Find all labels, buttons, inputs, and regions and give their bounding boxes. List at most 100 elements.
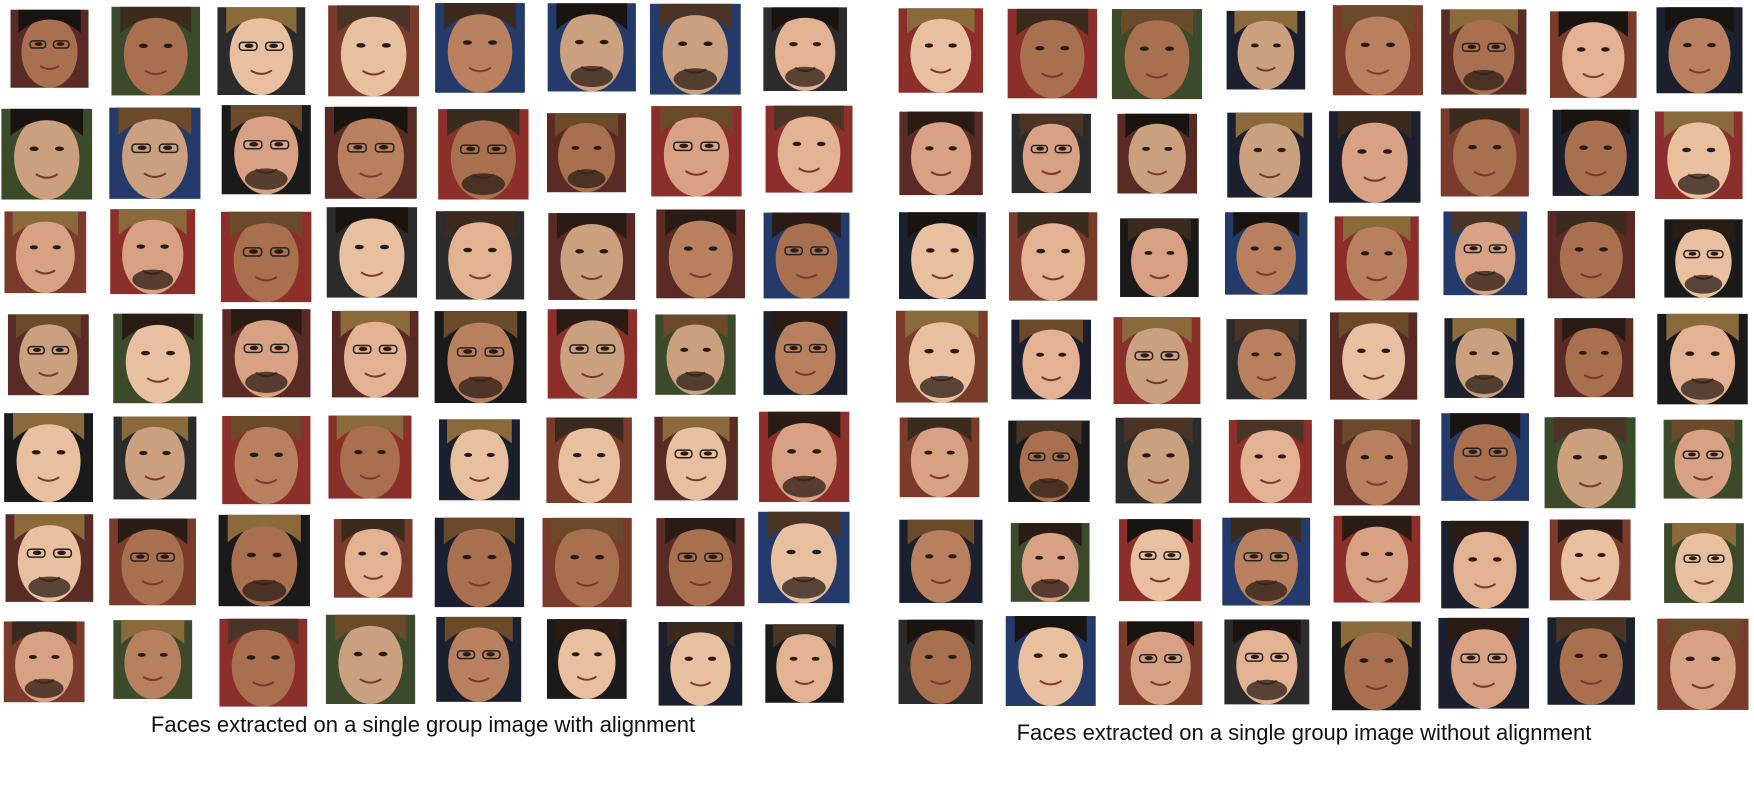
eye — [1360, 42, 1370, 48]
face-thumbnail — [547, 309, 637, 399]
eye — [1360, 455, 1370, 460]
eye — [814, 248, 823, 253]
mouth — [1149, 577, 1171, 583]
glasses — [459, 144, 480, 155]
eye — [163, 145, 173, 151]
face-thumbnail — [4, 413, 94, 503]
face — [344, 525, 402, 598]
beard — [28, 576, 71, 598]
face-thumbnail — [895, 310, 988, 403]
hair — [1125, 113, 1190, 138]
eye — [1710, 351, 1720, 356]
hair — [1449, 108, 1521, 135]
face — [1022, 326, 1080, 400]
eye — [792, 141, 802, 147]
face-thumbnail — [434, 517, 525, 608]
glasses — [456, 650, 476, 660]
face — [1125, 324, 1189, 405]
eye — [1061, 248, 1070, 254]
hair — [907, 111, 975, 137]
face — [1342, 319, 1406, 400]
mouth — [1041, 72, 1064, 78]
mouth — [35, 173, 59, 179]
hair — [120, 6, 192, 34]
face — [1341, 118, 1408, 203]
eye — [925, 554, 934, 559]
eye — [680, 451, 689, 456]
mouth — [1688, 68, 1711, 74]
mouth — [1473, 170, 1496, 177]
eye — [1033, 454, 1042, 459]
eye — [1168, 656, 1177, 661]
eye — [55, 347, 64, 352]
face-thumbnail — [1441, 9, 1527, 95]
glasses — [1164, 654, 1183, 664]
face-thumbnail — [1228, 419, 1312, 503]
face-thumbnail — [898, 8, 984, 93]
glasses — [1463, 244, 1482, 254]
eye — [1058, 352, 1067, 357]
mouth — [1366, 69, 1390, 75]
eye — [1492, 557, 1502, 562]
beard — [570, 65, 613, 88]
face-thumbnail — [1441, 413, 1530, 501]
face-thumbnail — [763, 311, 848, 395]
eye — [1250, 43, 1259, 48]
mouth — [359, 172, 383, 178]
face — [1561, 525, 1620, 601]
eye — [463, 247, 473, 253]
face — [124, 626, 182, 699]
eye — [488, 40, 498, 45]
mouth — [930, 578, 952, 584]
eye — [486, 652, 495, 657]
eye — [137, 652, 146, 657]
eye — [1598, 454, 1608, 460]
face-thumbnail — [109, 518, 196, 606]
eye — [56, 42, 65, 47]
face — [1240, 426, 1301, 503]
beard — [1684, 274, 1723, 294]
eye — [1574, 553, 1583, 558]
mouth — [1362, 374, 1385, 380]
glasses — [1027, 452, 1046, 462]
eye — [1491, 44, 1500, 50]
eye — [1060, 45, 1070, 51]
face — [1236, 218, 1296, 295]
mouth — [1145, 378, 1168, 385]
eye — [1683, 42, 1692, 48]
face — [670, 628, 731, 706]
face-thumbnail — [1008, 212, 1098, 301]
face — [910, 626, 971, 705]
eye — [950, 348, 960, 354]
face — [775, 317, 836, 395]
glasses — [677, 552, 697, 563]
eye — [1492, 144, 1502, 150]
eye — [1574, 653, 1584, 658]
face — [234, 423, 299, 505]
eye — [358, 551, 367, 556]
eye — [462, 652, 472, 657]
face-thumbnail — [219, 618, 308, 707]
eye — [946, 450, 955, 455]
hair — [1452, 318, 1517, 343]
eye — [702, 347, 711, 352]
face-thumbnail — [1225, 212, 1308, 295]
hair — [665, 518, 736, 545]
eye — [51, 654, 60, 659]
face-thumbnail — [1333, 419, 1420, 506]
eye — [1144, 656, 1154, 661]
face — [776, 630, 833, 703]
glasses — [242, 247, 263, 257]
face-thumbnail — [1007, 8, 1098, 99]
face — [558, 625, 616, 699]
eye — [1384, 551, 1394, 557]
eye — [1491, 351, 1500, 356]
mouth — [364, 372, 387, 378]
eye — [1274, 654, 1283, 659]
eye — [136, 554, 145, 559]
face-thumbnail — [1656, 7, 1743, 94]
mouth — [146, 377, 170, 383]
mouth — [576, 675, 597, 681]
mouth — [359, 474, 381, 480]
eye — [924, 450, 933, 455]
